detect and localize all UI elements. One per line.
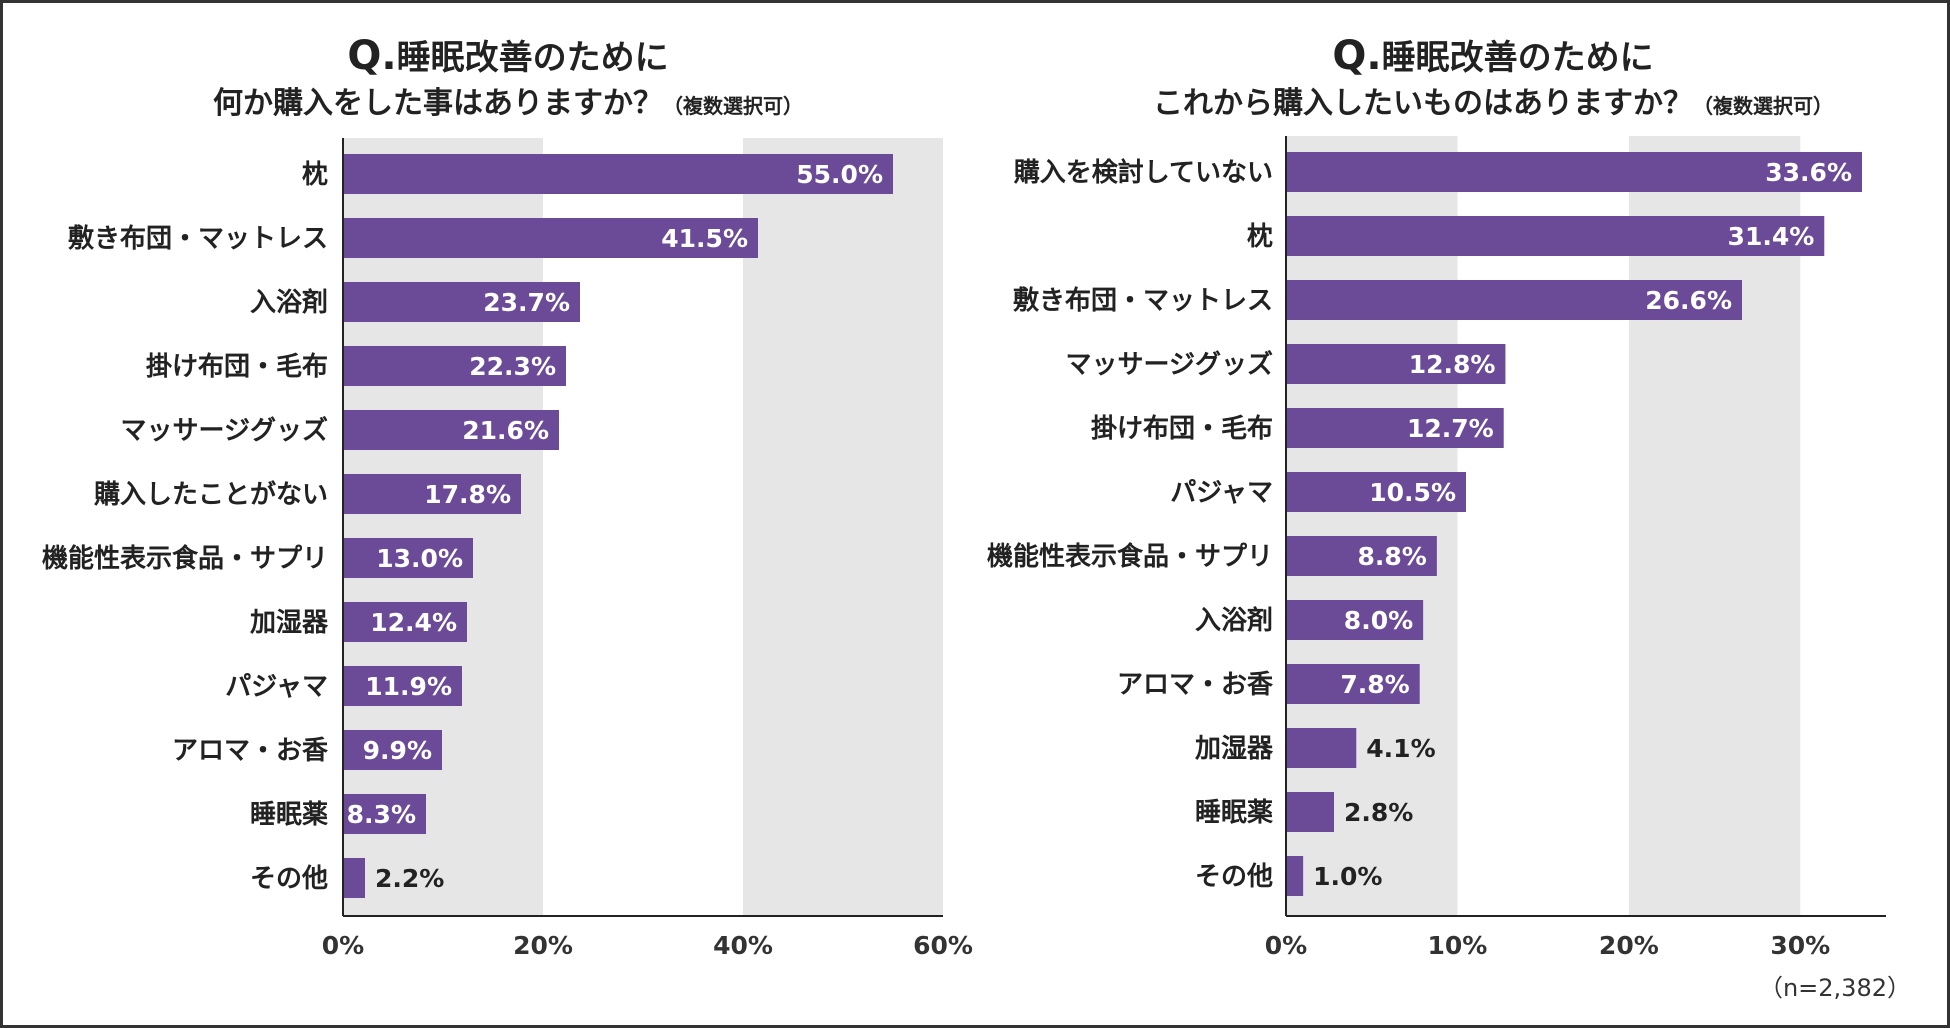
right-category-label-3: 敷き布団・マットレス xyxy=(1013,285,1273,316)
right-category-label-11: 睡眠薬 xyxy=(1195,798,1273,828)
left-bar-5 xyxy=(343,410,559,450)
left-title-note: （複数選択可） xyxy=(663,94,803,118)
right-value-label-5: 12.7% xyxy=(1407,414,1494,443)
left-grid-band xyxy=(343,138,543,916)
right-category-label-9: アロマ・お香 xyxy=(1117,670,1273,700)
left-category-label-10: アロマ・お香 xyxy=(172,736,328,766)
right-bar-4 xyxy=(1286,344,1506,384)
right-bar-6 xyxy=(1286,472,1466,512)
right-grid-band xyxy=(1286,136,1458,916)
left-category-label-7: 機能性表示食品・サプリ xyxy=(42,543,328,574)
left-tick-label-1: 0% xyxy=(322,931,364,960)
left-category-label-12: その他 xyxy=(250,864,328,894)
left-category-label-4: 掛け布団・毛布 xyxy=(146,352,328,382)
left-value-label-2: 41.5% xyxy=(661,224,748,253)
left-bar-7 xyxy=(343,538,473,578)
right-bar-11 xyxy=(1286,792,1334,832)
left-value-label-1: 55.0% xyxy=(796,160,883,189)
right-value-label-11: 2.8% xyxy=(1344,798,1413,827)
left-grid-band xyxy=(743,138,943,916)
right-category-label-4: マッサージグッズ xyxy=(1066,349,1273,380)
right-bar-5 xyxy=(1286,408,1504,448)
right-category-label-7: 機能性表示食品・サプリ xyxy=(987,541,1273,572)
right-category-label-10: 加湿器 xyxy=(1195,734,1274,764)
right-value-label-12: 1.0% xyxy=(1313,862,1382,891)
left-bar-10 xyxy=(343,730,442,770)
left-bar-6 xyxy=(343,474,521,514)
right-bar-1 xyxy=(1286,152,1862,192)
right-category-label-2: 枕 xyxy=(1247,222,1273,252)
right-title-line1: 睡眠改善のために xyxy=(1381,38,1654,78)
left-title-q: Q. xyxy=(347,33,397,79)
left-value-label-11: 8.3% xyxy=(347,800,416,829)
right-tick-label-1: 0% xyxy=(1265,931,1307,960)
right-value-label-10: 4.1% xyxy=(1366,734,1435,763)
sample-size-note: （n=2,382） xyxy=(1758,974,1911,1002)
right-title-note: （複数選択可） xyxy=(1693,94,1833,118)
left-value-label-4: 22.3% xyxy=(469,352,556,381)
right-grid-band xyxy=(1628,136,1801,916)
right-category-label-12: その他 xyxy=(1195,862,1273,892)
right-tick-label-2: 10% xyxy=(1428,931,1488,960)
left-title-line2: 何か購入をした事はありますか？ xyxy=(213,86,663,121)
right-title-q: Q. xyxy=(1332,33,1382,79)
right-category-label-5: 掛け布団・毛布 xyxy=(1091,414,1273,444)
left-value-label-12: 2.2% xyxy=(375,864,444,893)
left-value-label-9: 11.9% xyxy=(365,672,452,701)
right-value-label-6: 10.5% xyxy=(1369,478,1456,507)
right-value-label-4: 12.8% xyxy=(1409,350,1496,379)
right-value-label-8: 8.0% xyxy=(1344,606,1413,635)
right-bar-10 xyxy=(1286,728,1357,768)
right-value-label-1: 33.6% xyxy=(1765,158,1852,187)
left-tick-label-2: 20% xyxy=(513,931,573,960)
left-bar-12 xyxy=(343,858,365,898)
right-value-label-7: 8.8% xyxy=(1358,542,1427,571)
left-tick-label-4: 60% xyxy=(913,931,973,960)
right-bar-3 xyxy=(1286,280,1742,320)
right-tick-label-3: 20% xyxy=(1599,931,1659,960)
left-value-label-8: 12.4% xyxy=(370,608,457,637)
left-bar-1 xyxy=(343,154,893,194)
right-category-label-1: 購入を検討していない xyxy=(1014,157,1273,188)
left-value-label-10: 9.9% xyxy=(363,736,432,765)
right-category-label-8: 入浴剤 xyxy=(1195,605,1273,636)
right-chart-title: Q.睡眠改善のために これから購入したいものはありますか？（複数選択可） xyxy=(1063,33,1923,129)
right-tick-label-4: 30% xyxy=(1770,931,1830,960)
right-bar-12 xyxy=(1286,856,1304,896)
left-value-label-7: 13.0% xyxy=(376,544,463,573)
right-value-label-9: 7.8% xyxy=(1340,670,1409,699)
left-tick-label-3: 40% xyxy=(713,931,773,960)
right-bar-9 xyxy=(1286,664,1420,704)
left-category-label-2: 敷き布団・マットレス xyxy=(68,223,328,254)
left-bar-3 xyxy=(343,282,580,322)
left-category-label-8: 加湿器 xyxy=(250,608,329,638)
left-value-label-5: 21.6% xyxy=(462,416,549,445)
left-category-label-11: 睡眠薬 xyxy=(250,800,328,830)
left-bar-8 xyxy=(343,602,467,642)
left-bar-9 xyxy=(343,666,462,706)
right-category-label-6: パジャマ xyxy=(1170,478,1273,508)
left-category-label-3: 入浴剤 xyxy=(250,287,328,318)
right-value-label-3: 26.6% xyxy=(1645,286,1732,315)
right-bar-2 xyxy=(1286,216,1825,256)
left-title-line1: 睡眠改善のために xyxy=(396,38,669,78)
left-bar-4 xyxy=(343,346,566,386)
left-value-label-3: 23.7% xyxy=(483,288,570,317)
left-bar-2 xyxy=(343,218,758,258)
left-category-label-5: マッサージグッズ xyxy=(121,415,328,446)
right-bar-8 xyxy=(1286,600,1424,640)
right-value-label-2: 31.4% xyxy=(1728,222,1815,251)
right-bar-7 xyxy=(1286,536,1437,576)
left-value-label-6: 17.8% xyxy=(424,480,511,509)
right-title-line2: これから購入したいものはありますか？ xyxy=(1153,86,1693,121)
left-category-label-9: パジャマ xyxy=(225,672,328,702)
left-chart-title: Q.睡眠改善のために 何か購入をした事はありますか？（複数選択可） xyxy=(133,33,883,129)
left-category-label-1: 枕 xyxy=(302,160,328,190)
left-category-label-6: 購入したことがない xyxy=(94,479,328,510)
left-bar-11 xyxy=(343,794,426,834)
charts-canvas: 枕 55.0% 敷き布団・マットレス 41.5% 入浴剤 23.7% 掛け布団・毛布 22.3… xyxy=(42,136,1886,960)
